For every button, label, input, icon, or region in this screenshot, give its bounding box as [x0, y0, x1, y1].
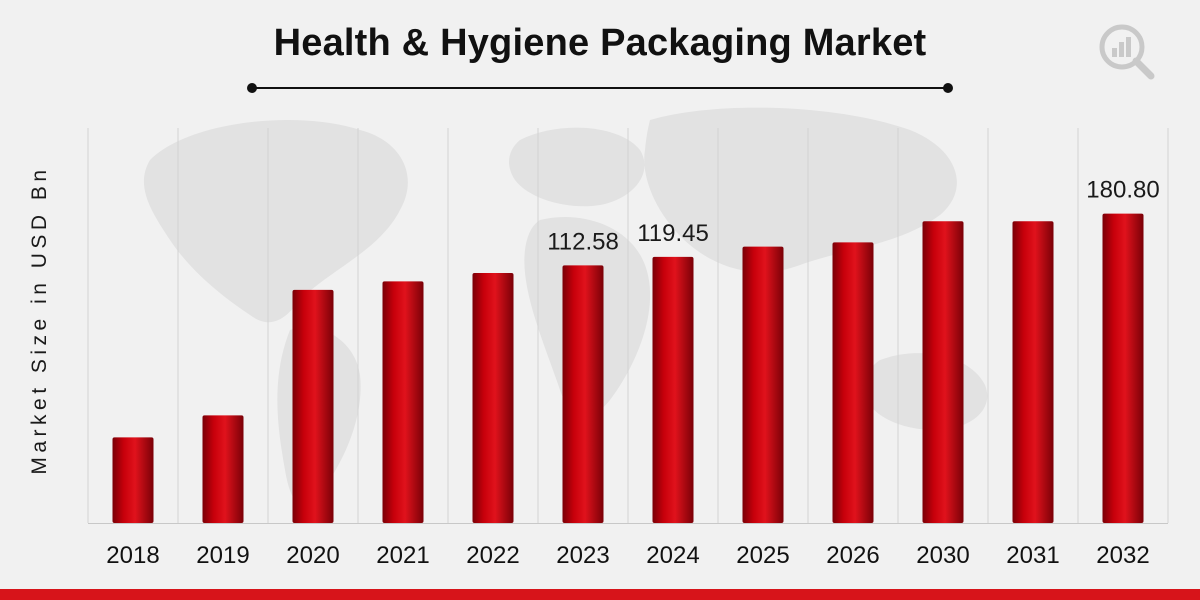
x-tick-label: 2023 [556, 542, 609, 569]
bar-2032 [1102, 213, 1144, 524]
bottom-accent-bar [0, 589, 1200, 600]
data-label-2032: 180.80 [1086, 177, 1159, 204]
x-tick-label: 2020 [286, 542, 339, 569]
bar-2030 [922, 221, 964, 523]
x-tick-label: 2025 [736, 542, 789, 569]
bar-2026 [832, 242, 874, 523]
bar-2023 [562, 265, 604, 523]
x-tick-label: 2031 [1006, 542, 1059, 569]
x-tick-label: 2018 [106, 542, 159, 569]
bar-2021 [382, 281, 424, 523]
bar-2022 [472, 272, 514, 523]
data-label-2023: 112.58 [547, 228, 619, 255]
bar-2019 [202, 415, 244, 523]
x-tick-label: 2019 [196, 542, 249, 569]
x-tick-label: 2021 [376, 542, 429, 569]
x-tick-label: 2030 [916, 542, 969, 569]
bar-2031 [1012, 221, 1054, 523]
bar-2020 [292, 289, 334, 523]
title-underline [247, 83, 953, 93]
bar-2018 [112, 437, 154, 523]
logo-icon [1099, 24, 1155, 80]
x-tick-label: 2022 [466, 542, 519, 569]
chart-title: Health & Hygiene Packaging Market [273, 22, 927, 64]
bar-2024 [652, 256, 694, 523]
x-tick-label: 2026 [826, 542, 879, 569]
x-tick-label: 2024 [646, 542, 699, 569]
bar-2025 [742, 246, 784, 523]
x-tick-label: 2032 [1096, 542, 1149, 569]
data-label-2024: 119.45 [637, 220, 709, 247]
